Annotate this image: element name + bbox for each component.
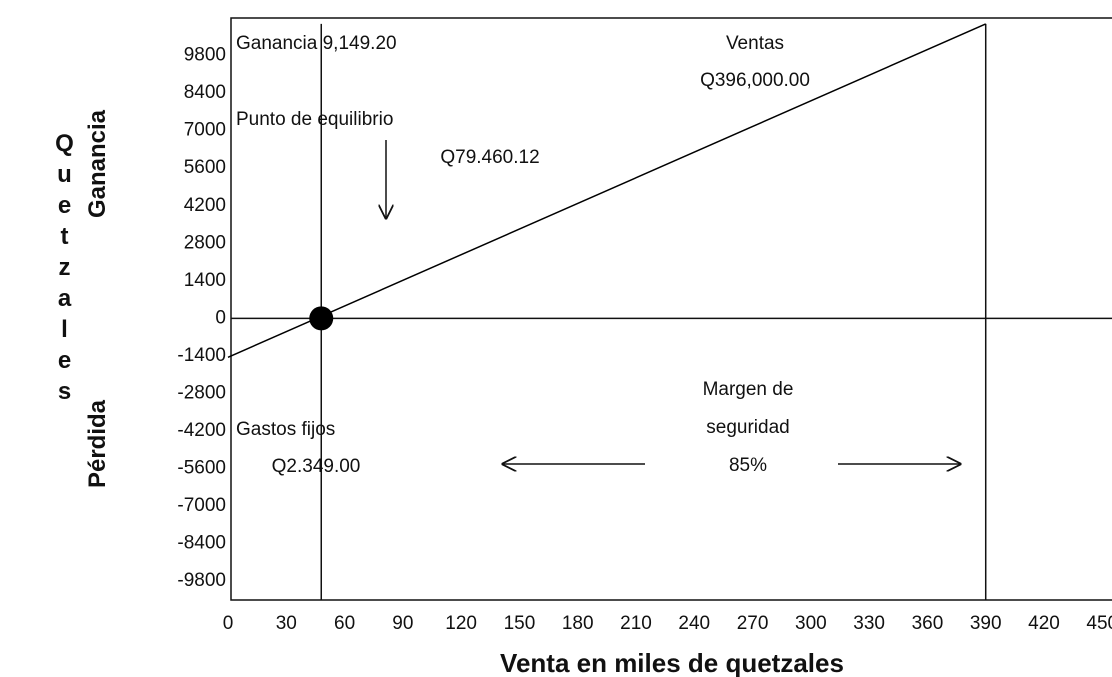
x-tick-label: 360: [912, 613, 944, 634]
gain-label: Ganancia: [84, 110, 111, 219]
annotation: Q396,000.00: [700, 70, 810, 91]
y-tick-label: 1400: [184, 270, 226, 291]
annotation: Q2.349.00: [272, 456, 361, 477]
x-tick-label: 60: [334, 613, 355, 634]
y-tick-label: -1400: [177, 345, 226, 366]
plot-frame: [230, 17, 1112, 601]
x-tick-label: 90: [392, 613, 413, 634]
y-axis-label: Quetzales: [51, 130, 78, 409]
x-axis-label: Venta en miles de quetzales: [500, 648, 844, 677]
annotation: Punto de equilibrio: [236, 109, 393, 130]
x-tick-label: 120: [445, 613, 477, 634]
annotation: seguridad: [706, 417, 789, 438]
y-tick-label: 2800: [184, 232, 226, 253]
y-tick-label: -7000: [177, 495, 226, 516]
x-tick-label: 390: [970, 613, 1002, 634]
annotation: 85%: [729, 455, 767, 476]
y-tick-label: 9800: [184, 45, 226, 66]
x-tick-label: 450: [1086, 613, 1112, 634]
annotation: Ventas: [726, 33, 784, 54]
y-tick-label: -8400: [177, 533, 226, 554]
annotation: Gastos fijos: [236, 419, 335, 440]
loss-label: Pérdida: [84, 400, 111, 489]
x-tick-label: 150: [504, 613, 536, 634]
x-tick-label: 300: [795, 613, 827, 634]
annotation: Q79.460.12: [440, 147, 539, 168]
annotation: Margen de: [703, 379, 794, 400]
y-tick-label: 8400: [184, 82, 226, 103]
x-tick-label: 420: [1028, 613, 1060, 634]
x-tick-label: 210: [620, 613, 652, 634]
x-tick-label: 30: [276, 613, 297, 634]
y-tick-label: -5600: [177, 458, 226, 479]
x-tick-label: 180: [562, 613, 594, 634]
x-tick-label: 330: [853, 613, 885, 634]
y-tick-label: 4200: [184, 195, 226, 216]
break-even-point: [309, 306, 334, 331]
x-tick-label: 270: [737, 613, 769, 634]
line-series: [227, 23, 987, 358]
y-tick-label: -2800: [177, 382, 226, 403]
annotation: Ganancia 9,149.20: [236, 33, 397, 54]
x-tick-label: 240: [678, 613, 710, 634]
x-tick-label: 0: [223, 613, 234, 634]
y-tick-label: 5600: [184, 157, 226, 178]
y-tick-label: 7000: [184, 120, 226, 141]
y-tick-label: -4200: [177, 420, 226, 441]
y-tick-label: 0: [215, 307, 226, 328]
y-tick-label: -9800: [177, 570, 226, 591]
